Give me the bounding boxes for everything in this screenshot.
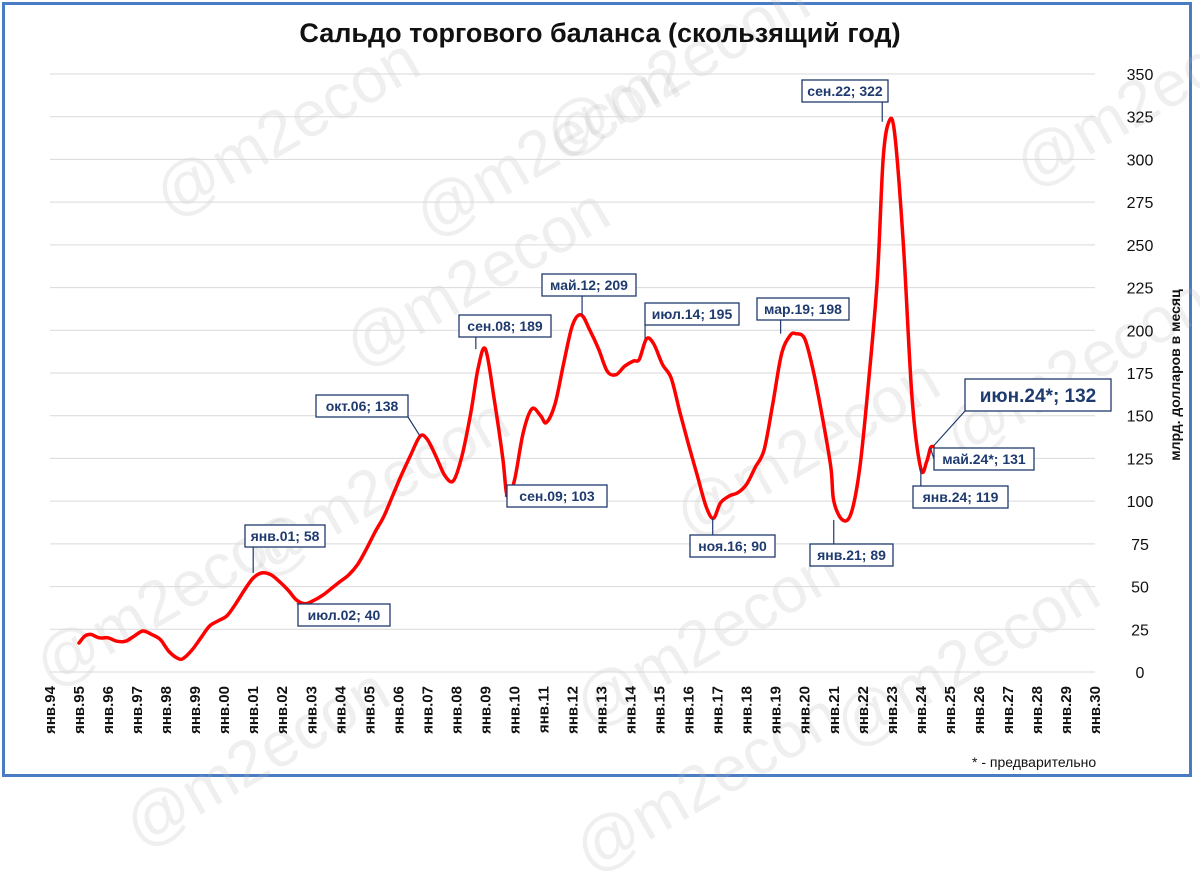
x-tick-label: янв.26	[971, 686, 988, 734]
x-tick-label: янв.96	[100, 686, 117, 734]
callout: мар.19; 198	[757, 298, 849, 334]
callout-label: май.24*; 131	[942, 451, 1026, 467]
x-tick-label: янв.01	[245, 686, 262, 734]
x-tick-label: янв.13	[594, 686, 611, 734]
x-tick-label: янв.11	[535, 686, 552, 733]
x-tick-label: янв.27	[1000, 686, 1017, 734]
x-tick-label: янв.97	[129, 686, 146, 734]
callout-label: янв.21; 89	[817, 547, 886, 563]
x-tick-label: янв.30	[1087, 686, 1104, 734]
x-tick-label: янв.03	[303, 686, 320, 734]
x-tick-label: янв.12	[565, 686, 582, 734]
x-tick-label: янв.18	[739, 686, 756, 734]
callout: июн.24*; 132	[933, 379, 1111, 446]
callout: май.24*; 131	[930, 448, 1034, 470]
series-layer	[79, 118, 933, 659]
x-tick-label: янв.28	[1029, 686, 1046, 734]
y-tick-label: 325	[1127, 110, 1154, 127]
callout-label: окт.06; 138	[326, 398, 399, 414]
callout-label: сен.09; 103	[519, 488, 595, 504]
series-line	[79, 118, 933, 659]
y-tick-label: 250	[1127, 238, 1154, 255]
x-tick-label: янв.05	[361, 686, 378, 734]
x-tick-label: янв.16	[681, 686, 698, 734]
x-axis-ticks: янв.94 янв.95 янв.96 янв.97 янв.98 янв.99 янв.…	[42, 685, 1104, 734]
callout: окт.06; 138	[316, 395, 420, 436]
x-tick-label: янв.21	[826, 686, 843, 734]
x-tick-label: янв.14	[623, 685, 640, 734]
y-tick-label: 175	[1127, 366, 1154, 383]
y-tick-label: 50	[1131, 580, 1149, 597]
y-tick-label: 100	[1127, 494, 1154, 511]
x-tick-label: янв.09	[477, 686, 494, 734]
callout: май.12; 209	[542, 274, 636, 315]
callout-label: сен.08; 189	[467, 318, 543, 334]
x-tick-label: янв.25	[942, 686, 959, 734]
callout: июл.14; 195	[645, 303, 739, 339]
y-tick-label: 200	[1127, 323, 1154, 340]
callout-label: янв.24; 119	[923, 489, 999, 505]
x-tick-label: янв.06	[390, 686, 407, 734]
x-tick-label: янв.23	[884, 686, 901, 734]
callout-label: май.12; 209	[550, 277, 628, 293]
x-tick-label: янв.24	[913, 685, 930, 734]
callout-label: июл.14; 195	[652, 306, 733, 322]
x-tick-label: янв.08	[448, 686, 465, 734]
gridlines	[50, 74, 1095, 672]
x-tick-label: янв.95	[71, 686, 88, 734]
callout: июл.02; 40	[297, 604, 390, 626]
callout-label: ноя.16; 90	[698, 538, 767, 554]
callout-leader	[933, 411, 965, 446]
callout: янв.21; 89	[810, 520, 893, 566]
callout: сен.08; 189	[459, 315, 551, 349]
y-tick-label: 25	[1131, 622, 1149, 639]
y-tick-label: 150	[1127, 409, 1154, 426]
x-tick-label: янв.04	[332, 685, 349, 734]
callout: сен.22; 322	[802, 80, 888, 122]
callout-label: янв.01; 58	[251, 528, 320, 544]
x-tick-label: янв.15	[652, 686, 669, 734]
x-tick-label: янв.17	[710, 686, 727, 734]
callout-leader	[408, 417, 420, 436]
callout: ноя.16; 90	[690, 518, 775, 557]
x-tick-label: янв.10	[506, 686, 523, 734]
footnote: * - предварительно	[972, 754, 1096, 770]
callout: янв.01; 58	[245, 525, 325, 573]
callout-label: мар.19; 198	[764, 301, 842, 317]
y-axis-label: млрд. долларов в месяц	[1167, 289, 1183, 461]
callout: янв.24; 119	[913, 469, 1008, 508]
x-tick-label: янв.29	[1058, 686, 1075, 734]
y-tick-label: 275	[1127, 195, 1154, 212]
y-tick-label: 125	[1127, 451, 1154, 468]
callout-label: сен.22; 322	[807, 83, 883, 99]
callout: сен.09; 103	[505, 485, 607, 507]
x-tick-label: янв.02	[274, 686, 291, 734]
x-tick-label: янв.00	[216, 686, 233, 734]
x-tick-label: янв.07	[419, 686, 436, 734]
y-tick-label: 225	[1127, 281, 1154, 298]
callout-label: июн.24*; 132	[980, 386, 1097, 407]
y-axis-ticks: 0 25 50 75 100 125 150 175 200 225 250 275 300 325 350	[1127, 67, 1154, 682]
line-chart: 0 25 50 75 100 125 150 175 200 225 250 275 300 325 350…	[0, 0, 1200, 785]
y-tick-label: 350	[1127, 67, 1154, 84]
x-tick-label: янв.22	[855, 686, 872, 734]
x-tick-label: янв.98	[158, 686, 175, 734]
x-tick-label: янв.19	[768, 686, 785, 734]
callout-label: июл.02; 40	[308, 607, 381, 623]
y-tick-label: 0	[1136, 665, 1145, 682]
y-tick-label: 75	[1131, 537, 1149, 554]
x-tick-label: янв.94	[42, 685, 59, 734]
x-tick-label: янв.20	[797, 686, 814, 734]
x-tick-label: янв.99	[187, 686, 204, 734]
y-tick-label: 300	[1127, 152, 1154, 169]
